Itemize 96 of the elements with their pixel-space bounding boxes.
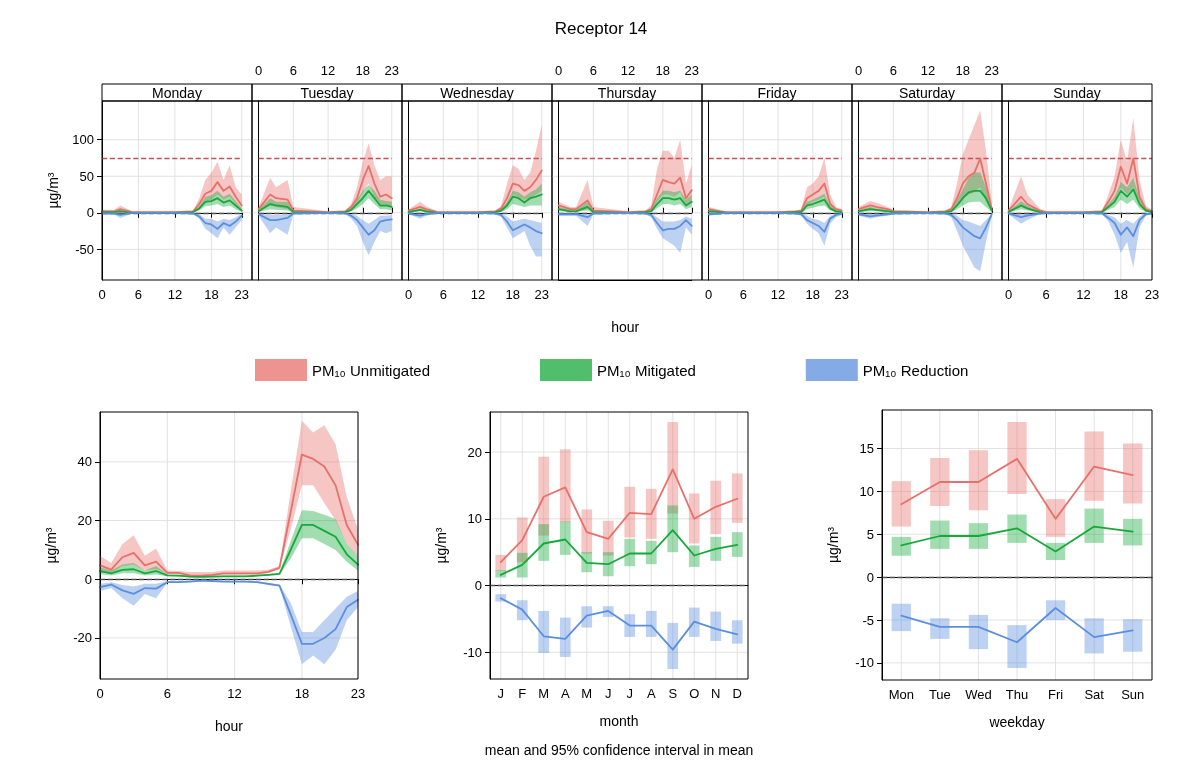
y-tick-label: -5 xyxy=(862,612,874,628)
x-tick-label: 18 xyxy=(655,63,671,78)
legend-label: PM₁₀ Reduction xyxy=(862,361,969,379)
x-tick-label: O xyxy=(689,686,700,701)
legend-label: PM₁₀ Mitigated xyxy=(596,361,696,379)
x-tick-label: A xyxy=(560,686,570,701)
x-axis-title: month xyxy=(599,713,639,729)
x-tick-label: M xyxy=(538,686,550,701)
x-tick-label: 18 xyxy=(505,287,521,302)
y-tick-label: 0 xyxy=(84,571,92,587)
y-axis-title: µg/m³ xyxy=(433,527,449,564)
text: mean and 95% confidence interval in mean xyxy=(484,742,754,758)
x-tick-label: Sun xyxy=(1121,687,1145,702)
x-tick-label: 0 xyxy=(1005,287,1013,302)
x-tick-label: Wed xyxy=(965,687,992,702)
x-tick-label: 0 xyxy=(555,63,563,78)
chart-title: Tuesday xyxy=(300,84,354,101)
x-tick-label: 12 xyxy=(320,63,336,78)
x-tick-label: M xyxy=(581,686,593,701)
y-tick-label: 40 xyxy=(77,454,92,470)
x-tick-label: 23 xyxy=(1144,287,1160,302)
y-tick-label: 100 xyxy=(72,132,94,148)
x-tick-label: S xyxy=(668,686,678,701)
y-tick-label: -50 xyxy=(75,241,94,257)
x-tick-label: 6 xyxy=(163,686,171,701)
x-tick-label: 6 xyxy=(439,287,447,302)
x-tick-label: 18 xyxy=(294,686,310,701)
x-tick-label: 12 xyxy=(470,287,486,302)
x-tick-label: Mon xyxy=(888,687,914,702)
x-tick-label: 12 xyxy=(620,63,636,78)
x-tick-label: Fri xyxy=(1047,687,1064,702)
chart-title: Friday xyxy=(757,84,797,101)
x-tick-label: 6 xyxy=(134,287,143,302)
x-tick-label: 12 xyxy=(920,63,936,78)
x-tick-label: 18 xyxy=(1113,287,1129,302)
chart-title: Sunday xyxy=(1053,84,1101,101)
x-tick-label: 0 xyxy=(98,287,106,302)
x-tick-label: 12 xyxy=(167,287,183,302)
x-tick-label: D xyxy=(732,686,742,701)
x-tick-label: 12 xyxy=(770,287,786,302)
y-tick-label: 10 xyxy=(467,511,482,527)
x-tick-label: 0 xyxy=(96,686,104,701)
x-tick-label: 0 xyxy=(705,287,713,302)
x-axis-title: hour xyxy=(214,718,244,734)
x-axis-title: weekday xyxy=(988,714,1045,730)
y-axis-title: µg/m³ xyxy=(43,527,59,564)
x-axis-title: hour xyxy=(611,319,640,335)
y-tick-label: 0 xyxy=(474,578,482,594)
x-tick-label: 0 xyxy=(405,287,413,302)
x-tick-label: 23 xyxy=(684,63,699,78)
x-tick-label: 23 xyxy=(984,63,999,78)
y-tick-label: -10 xyxy=(855,655,874,671)
x-tick-label: 6 xyxy=(289,63,297,78)
y-tick-label: 0 xyxy=(866,569,874,585)
x-tick-label: 6 xyxy=(739,287,747,302)
x-tick-label: 23 xyxy=(384,63,399,78)
y-tick-label: 10 xyxy=(859,483,874,499)
x-tick-label: J xyxy=(497,686,504,701)
x-tick-label: Sat xyxy=(1084,687,1105,702)
x-tick-label: J xyxy=(626,686,633,701)
x-tick-label: 0 xyxy=(255,63,263,78)
x-tick-label: 23 xyxy=(350,686,366,701)
text: Receptor 14 xyxy=(554,18,648,38)
x-tick-label: 18 xyxy=(805,287,821,302)
x-tick-label: 23 xyxy=(834,287,849,302)
x-tick-label: F xyxy=(518,686,527,701)
x-tick-label: 12 xyxy=(227,686,242,701)
x-tick-label: Thu xyxy=(1005,687,1029,702)
y-axis-title: µg/m³ xyxy=(825,526,841,564)
x-tick-label: 18 xyxy=(204,287,219,302)
y-tick-label: -20 xyxy=(73,630,92,646)
y-tick-label: 20 xyxy=(77,513,92,529)
x-tick-label: 23 xyxy=(534,287,549,302)
chart-title: Wednesday xyxy=(440,84,514,101)
x-tick-label: Tue xyxy=(928,687,951,702)
x-tick-label: 6 xyxy=(889,63,897,78)
chart-title: Monday xyxy=(152,84,202,101)
x-tick-label: J xyxy=(605,686,612,701)
chart-title: Thursday xyxy=(597,84,657,101)
x-tick-label: 18 xyxy=(355,63,371,78)
x-tick-label: A xyxy=(646,686,656,701)
x-tick-label: 6 xyxy=(1042,287,1050,302)
y-tick-label: -10 xyxy=(463,644,482,660)
x-tick-label: N xyxy=(711,686,721,701)
chart-title: Saturday xyxy=(898,84,956,101)
y-tick-label: 5 xyxy=(866,526,874,542)
x-tick-label: 6 xyxy=(589,63,597,78)
x-tick-label: 23 xyxy=(234,287,249,302)
x-tick-label: 12 xyxy=(1076,287,1091,302)
y-tick-label: 15 xyxy=(859,441,874,457)
x-tick-label: 18 xyxy=(955,63,971,78)
y-axis-title: µg/m³ xyxy=(45,172,61,209)
y-tick-label: 0 xyxy=(86,205,94,221)
y-tick-label: 50 xyxy=(79,168,94,184)
y-tick-label: 20 xyxy=(467,444,482,460)
legend-label: PM₁₀ Unmitigated xyxy=(312,361,430,379)
